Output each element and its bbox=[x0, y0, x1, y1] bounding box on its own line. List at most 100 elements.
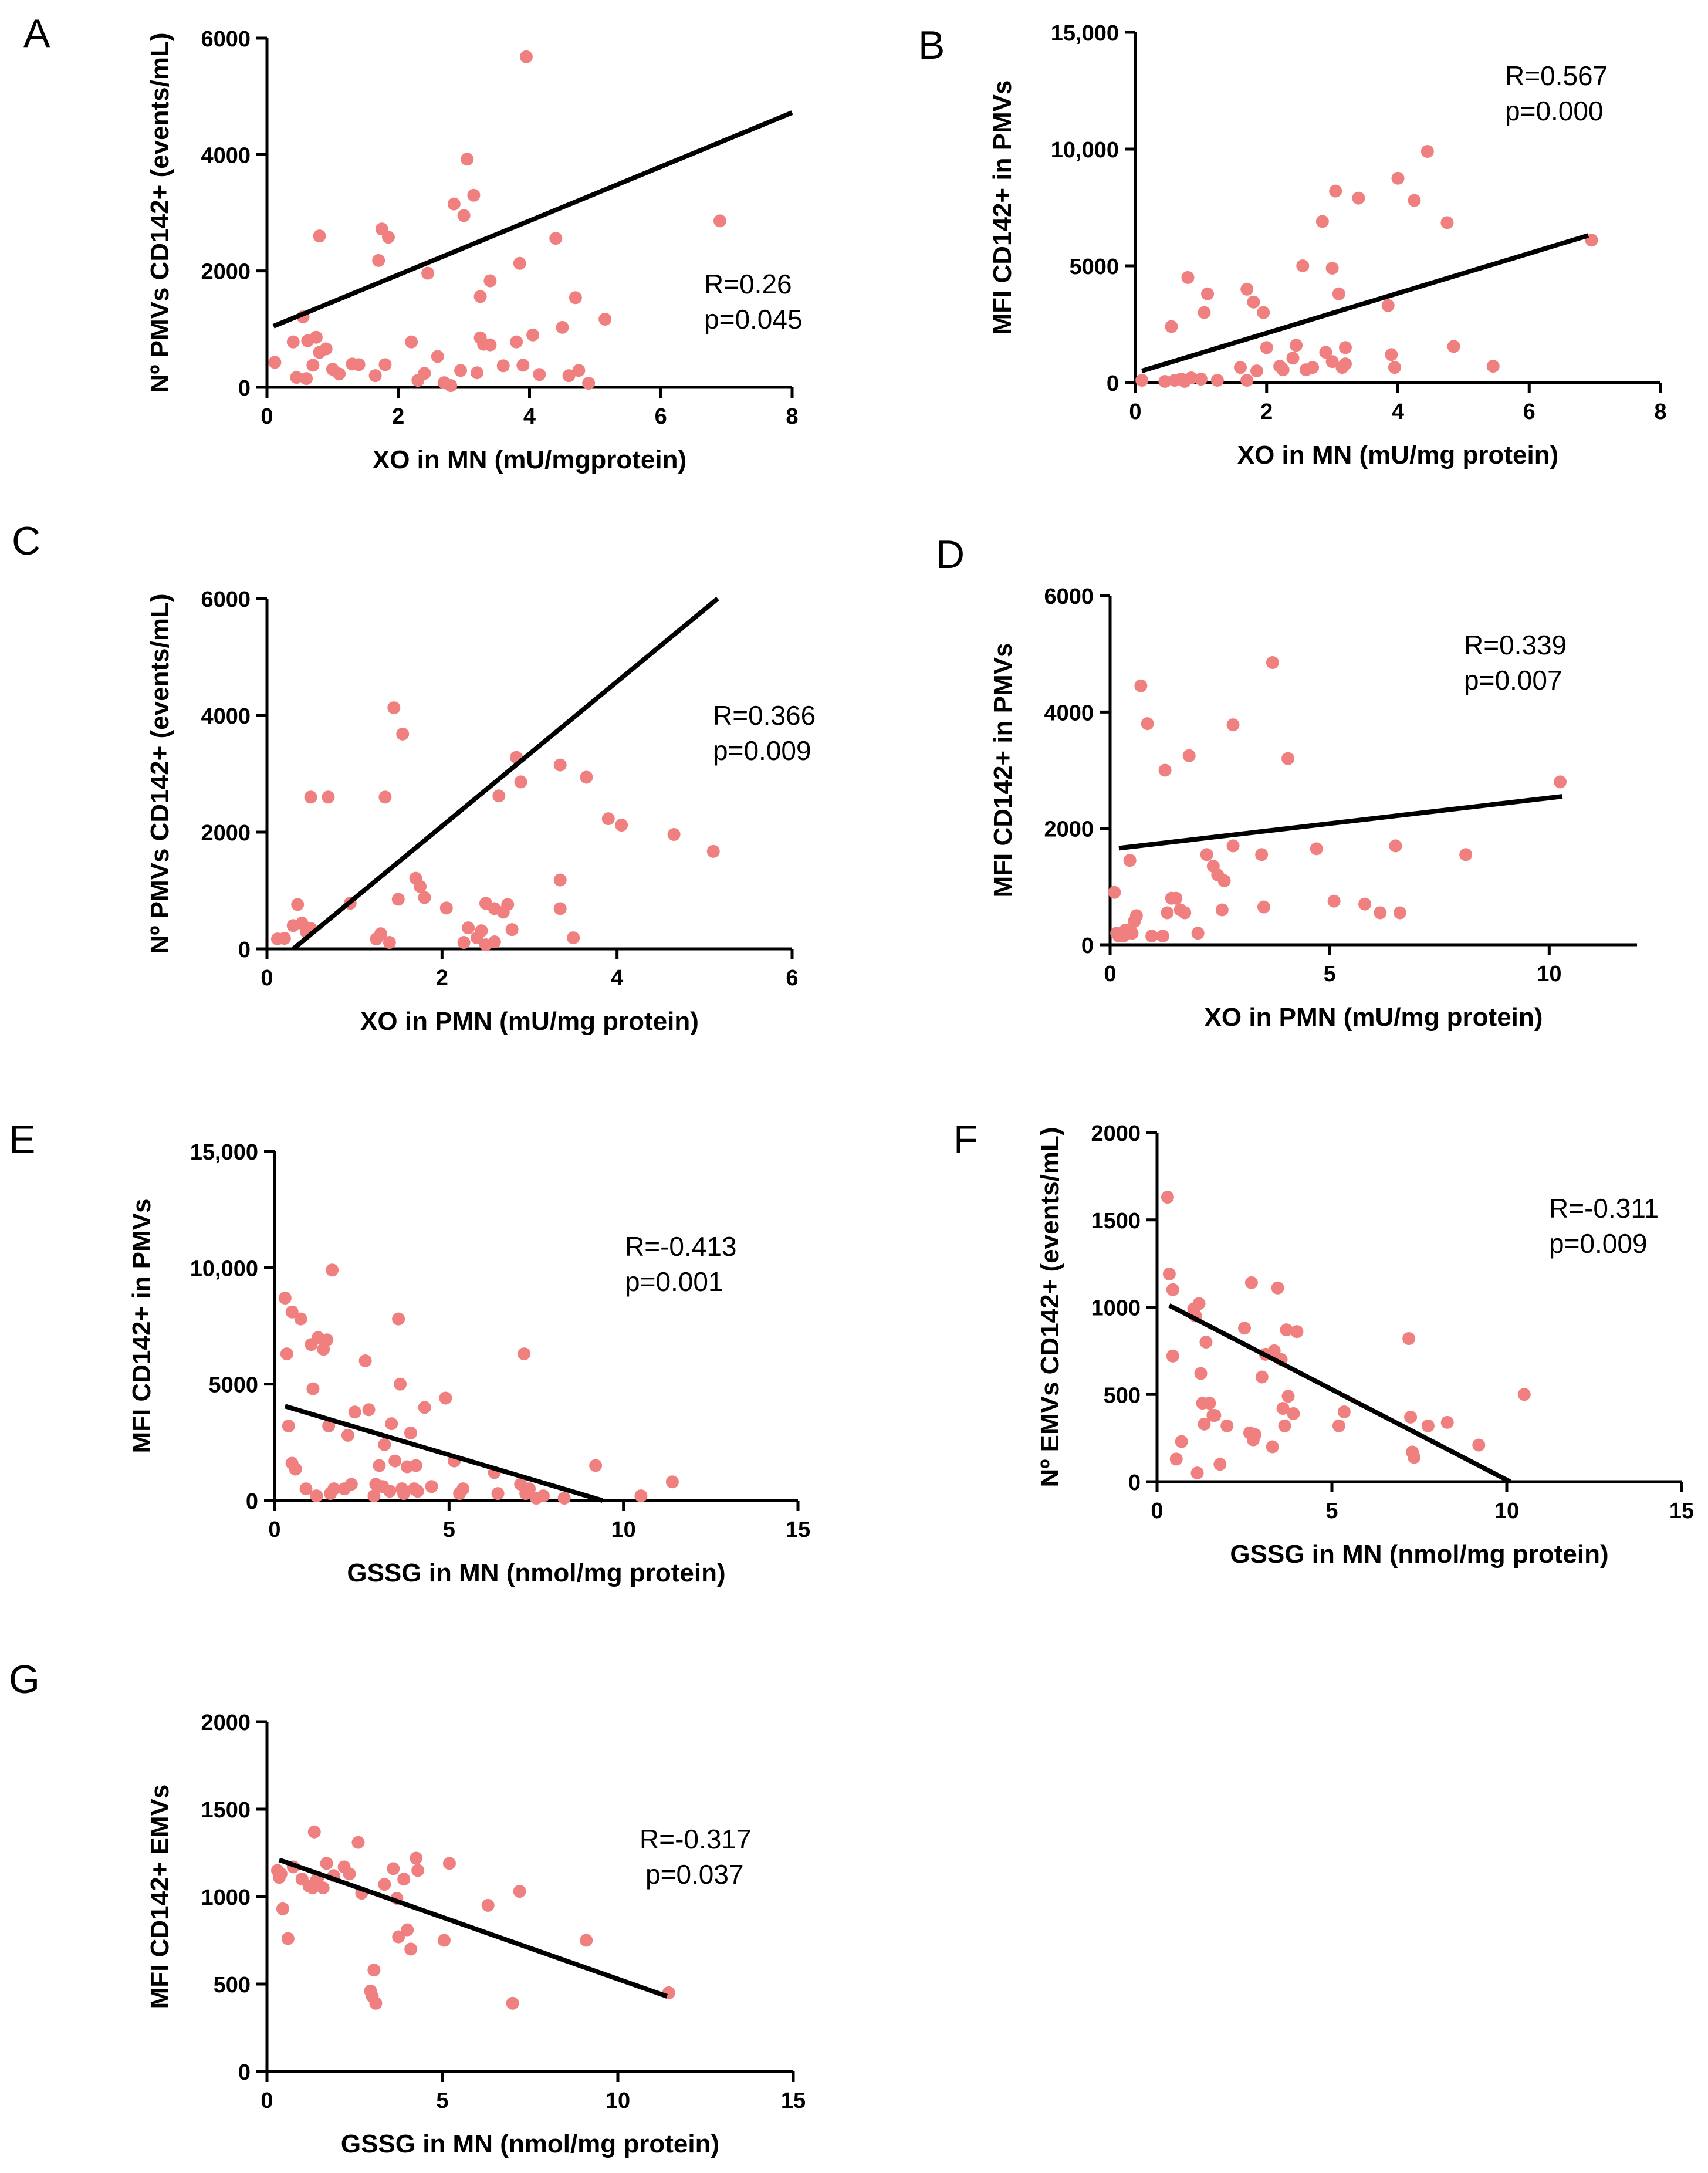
data-point bbox=[281, 1932, 295, 1945]
data-point bbox=[454, 364, 468, 377]
data-point bbox=[341, 1428, 354, 1442]
data-point bbox=[1381, 299, 1395, 312]
data-point bbox=[1141, 717, 1154, 731]
data-point bbox=[514, 775, 527, 789]
panel-letter: F bbox=[953, 1117, 978, 1162]
data-point bbox=[425, 1480, 438, 1493]
data-point bbox=[1325, 355, 1339, 369]
data-point bbox=[320, 1333, 334, 1347]
x-tick-label: 15 bbox=[781, 2088, 806, 2113]
data-point bbox=[268, 356, 282, 369]
data-point bbox=[388, 1454, 402, 1468]
data-point bbox=[519, 50, 533, 63]
data-point bbox=[309, 330, 323, 344]
data-point bbox=[378, 790, 392, 804]
stat-r-value: R=0.26 bbox=[704, 269, 792, 299]
x-tick-label: 10 bbox=[611, 1518, 636, 1542]
data-point bbox=[291, 898, 305, 911]
data-point bbox=[1208, 1408, 1222, 1422]
y-tick-label: 0 bbox=[1081, 934, 1094, 958]
data-point bbox=[1271, 1281, 1284, 1295]
data-point bbox=[391, 893, 405, 906]
data-point bbox=[1278, 1419, 1291, 1432]
data-point bbox=[319, 342, 333, 356]
data-point bbox=[556, 320, 569, 334]
stat-p-value: p=0.007 bbox=[1464, 665, 1562, 695]
data-point bbox=[1306, 361, 1320, 374]
data-point bbox=[615, 819, 628, 832]
data-point bbox=[385, 1417, 398, 1431]
data-point bbox=[1165, 320, 1178, 333]
data-point bbox=[533, 368, 546, 381]
x-tick-label: 2 bbox=[436, 966, 448, 991]
data-point bbox=[1472, 1438, 1486, 1452]
y-tick-label: 0 bbox=[238, 938, 251, 962]
data-point bbox=[1194, 373, 1208, 386]
data-point bbox=[1310, 842, 1323, 856]
data-point bbox=[442, 1857, 456, 1870]
data-point bbox=[383, 936, 396, 949]
y-tick-label: 1500 bbox=[201, 1798, 251, 1823]
x-axis-title: XO in MN (mU/mgprotein) bbox=[373, 445, 686, 474]
data-point bbox=[276, 1902, 289, 1915]
stat-r-value: R=0.567 bbox=[1505, 60, 1608, 91]
data-point bbox=[1198, 306, 1211, 319]
data-point bbox=[343, 1867, 356, 1881]
x-tick-label: 15 bbox=[1669, 1499, 1694, 1523]
data-point bbox=[387, 1862, 400, 1875]
data-point bbox=[352, 358, 366, 371]
data-point bbox=[1158, 375, 1172, 388]
data-point bbox=[316, 1881, 330, 1895]
data-point bbox=[374, 927, 387, 941]
data-point bbox=[475, 924, 488, 938]
data-point bbox=[1129, 909, 1143, 922]
y-tick-label: 500 bbox=[214, 1973, 251, 1998]
x-axis-title: XO in PMN (mU/mg protein) bbox=[360, 1007, 699, 1036]
data-point bbox=[1108, 886, 1121, 899]
data-point bbox=[348, 1405, 361, 1419]
panel-letter: E bbox=[9, 1117, 35, 1162]
data-point bbox=[572, 364, 586, 377]
regression-line bbox=[1118, 794, 1563, 851]
data-point bbox=[1182, 749, 1196, 762]
data-point bbox=[457, 936, 471, 949]
data-point bbox=[358, 1354, 372, 1367]
data-point bbox=[526, 328, 540, 342]
data-point bbox=[278, 1291, 292, 1305]
data-point bbox=[461, 153, 474, 166]
y-tick-label: 1000 bbox=[201, 1885, 251, 1910]
y-axis-title: MFI CD142+ EMVs bbox=[146, 1785, 174, 2009]
x-tick-label: 0 bbox=[268, 1518, 280, 1542]
data-point bbox=[397, 1873, 411, 1886]
y-tick-label: 2000 bbox=[201, 260, 251, 285]
data-point bbox=[513, 1885, 526, 1898]
data-point bbox=[477, 337, 491, 351]
data-point bbox=[1200, 848, 1213, 861]
data-point bbox=[1169, 891, 1183, 905]
data-point bbox=[481, 1898, 495, 1912]
data-point bbox=[372, 254, 385, 267]
x-tick-label: 0 bbox=[261, 404, 273, 429]
data-point bbox=[1240, 374, 1254, 387]
y-tick-label: 5000 bbox=[1069, 255, 1119, 279]
x-tick-label: 8 bbox=[1654, 400, 1666, 424]
data-point bbox=[1337, 1405, 1351, 1418]
data-point bbox=[1276, 1402, 1290, 1415]
data-point bbox=[1248, 1428, 1261, 1441]
data-point bbox=[333, 367, 346, 381]
data-point bbox=[1226, 839, 1240, 853]
data-point bbox=[306, 1382, 320, 1395]
x-tick-label: 2 bbox=[392, 404, 404, 429]
data-point bbox=[1198, 1417, 1211, 1431]
x-axis-title: XO in MN (mU/mg protein) bbox=[1237, 441, 1559, 469]
data-point bbox=[367, 1489, 381, 1503]
x-tick-label: 8 bbox=[786, 404, 798, 429]
regression-line bbox=[292, 596, 719, 951]
data-point bbox=[549, 232, 563, 245]
data-point bbox=[1156, 930, 1169, 943]
data-point bbox=[516, 359, 530, 372]
data-point bbox=[553, 758, 567, 772]
y-axis-title: Nº EMVs CD142+ (events/mL) bbox=[1036, 1127, 1064, 1488]
data-point bbox=[1213, 1458, 1227, 1471]
data-point bbox=[1440, 1415, 1454, 1429]
